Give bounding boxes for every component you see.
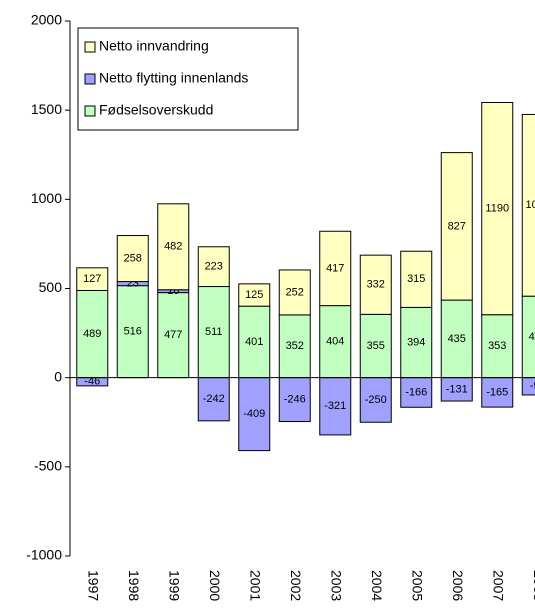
value-label: -250 <box>365 394 387 406</box>
value-label: 353 <box>488 340 506 352</box>
bar-segment <box>481 101 514 316</box>
bar-segment <box>76 267 109 291</box>
value-label: 332 <box>367 279 385 291</box>
value-label: 125 <box>245 289 263 301</box>
value-label: 516 <box>124 326 142 338</box>
value-label: -321 <box>324 400 346 412</box>
value-label: 827 <box>448 220 466 232</box>
x-tick-label: 2006 <box>450 570 466 601</box>
y-tick-label: 0 <box>54 368 62 384</box>
value-label: -166 <box>405 386 427 398</box>
x-tick-label: 2007 <box>491 570 507 601</box>
value-label: 258 <box>124 252 142 264</box>
value-label: 489 <box>83 328 101 340</box>
value-label: -409 <box>243 408 265 420</box>
x-tick-label: 2008 <box>531 570 535 601</box>
bar-segment <box>521 113 535 297</box>
bar-segment <box>238 283 271 307</box>
y-tick-label: 2000 <box>31 12 62 28</box>
bar-segment <box>197 246 230 288</box>
bar-segment <box>521 377 535 396</box>
legend-swatch <box>84 41 96 53</box>
value-label: -242 <box>203 393 225 405</box>
bar-segment <box>238 305 271 379</box>
bar-segment <box>400 250 433 308</box>
value-label: -46 <box>84 376 100 388</box>
value-label: 404 <box>326 336 344 348</box>
legend-label: Netto innvandring <box>99 38 209 54</box>
value-label: -131 <box>446 383 468 395</box>
x-tick-label: 1998 <box>126 570 142 601</box>
value-label: 394 <box>407 336 425 348</box>
x-tick-label: 2003 <box>329 570 345 601</box>
value-label: 1019 <box>526 199 535 211</box>
bar-segment <box>157 203 190 291</box>
x-tick-label: 2004 <box>369 570 385 601</box>
bar-segment <box>440 152 473 301</box>
bar-segment <box>319 230 352 307</box>
legend-swatch <box>84 105 96 117</box>
value-label: 1190 <box>485 203 509 215</box>
y-tick-label: 1500 <box>31 101 62 117</box>
value-label: 482 <box>164 241 182 253</box>
x-tick-label: 2002 <box>288 570 304 601</box>
value-label: 417 <box>326 262 344 274</box>
legend-swatch <box>84 73 96 85</box>
y-tick-label: 500 <box>39 279 63 295</box>
x-tick-label: 2000 <box>207 570 223 601</box>
value-label: 252 <box>286 286 304 298</box>
value-label: 223 <box>205 261 223 273</box>
x-tick-label: 2001 <box>248 570 264 601</box>
bar-segment <box>481 377 514 408</box>
y-tick-label: -1000 <box>26 547 62 563</box>
value-label: 315 <box>407 273 425 285</box>
legend-label: Fødselsoverskudd <box>99 102 213 118</box>
legend-box <box>77 27 299 131</box>
bar-segment <box>359 254 392 315</box>
value-label: 352 <box>286 340 304 352</box>
value-label: 457 <box>529 331 535 343</box>
bar-segment <box>521 295 535 379</box>
value-label: 435 <box>448 333 466 345</box>
bar-segment <box>278 269 311 316</box>
y-tick-label: -500 <box>34 458 62 474</box>
bar-segment <box>197 377 230 422</box>
x-tick-label: 1999 <box>167 570 183 601</box>
y-tick-label: 1000 <box>31 190 62 206</box>
value-label: -165 <box>486 386 508 398</box>
bar-segment <box>238 377 271 452</box>
value-label: 127 <box>83 273 101 285</box>
bar-segment <box>116 235 149 283</box>
x-tick-label: 1997 <box>86 570 102 601</box>
value-label: -97 <box>530 380 535 392</box>
legend-label: Netto flytting innenlands <box>99 70 248 86</box>
value-label: 511 <box>205 326 223 338</box>
value-label: 355 <box>367 340 385 352</box>
x-tick-label: 2005 <box>410 570 426 601</box>
value-label: -246 <box>284 394 306 406</box>
value-label: 401 <box>245 336 263 348</box>
value-label: 477 <box>164 329 182 341</box>
